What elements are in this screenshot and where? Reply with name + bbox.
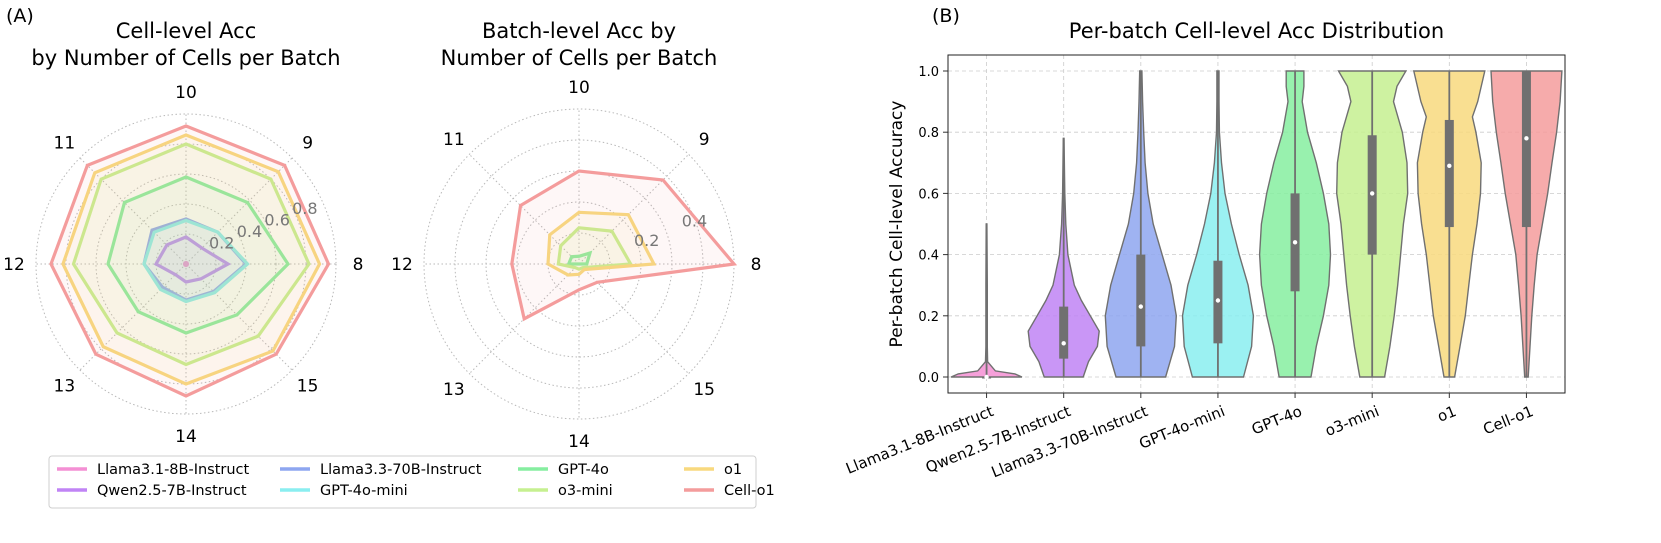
violin-median-dot bbox=[1061, 341, 1066, 346]
series-polygon bbox=[61, 133, 322, 386]
x-tick-label: o1 bbox=[1435, 402, 1459, 426]
panel-a-label: (A) bbox=[6, 5, 34, 27]
violin-iqr-box bbox=[1136, 254, 1146, 347]
y-tick-label: 0.6 bbox=[918, 187, 939, 202]
grid-ring bbox=[155, 233, 217, 295]
series-polygon bbox=[546, 210, 657, 277]
x-tick-label: Cell-o1 bbox=[1481, 402, 1536, 438]
y-axis-label: Per-batch Cell-level Accuracy bbox=[887, 101, 907, 348]
legend-label: o1 bbox=[724, 462, 742, 478]
violin-median-dot bbox=[1369, 191, 1375, 196]
spoke-line bbox=[578, 263, 689, 374]
radial-tick-label: 0.6 bbox=[264, 211, 289, 230]
legend-label: Llama3.1-8B-Instruct bbox=[97, 462, 250, 478]
series-polygon bbox=[71, 142, 311, 367]
spoke-label: 12 bbox=[391, 255, 413, 275]
spoke-label: 14 bbox=[175, 427, 197, 447]
legend-label: Qwen2.5-7B-Instruct bbox=[97, 483, 247, 499]
violin-iqr-box bbox=[1444, 119, 1454, 228]
chart-title: Cell-level Acc bbox=[116, 19, 257, 43]
spoke-label: 8 bbox=[751, 255, 762, 275]
violin-median-dot bbox=[1447, 163, 1452, 169]
spoke-label: 9 bbox=[302, 133, 313, 153]
radial-tick-label: 0.8 bbox=[292, 199, 317, 218]
chart-title: Number of Cells per Batch bbox=[441, 46, 718, 70]
y-tick-label: 0.8 bbox=[918, 126, 939, 141]
series-polygon bbox=[153, 235, 232, 284]
spoke-line bbox=[469, 154, 580, 265]
chart-title: Batch-level Acc by bbox=[482, 19, 676, 43]
spoke-label: 13 bbox=[54, 377, 76, 397]
violin-median-dot bbox=[1524, 136, 1529, 141]
spoke-line bbox=[79, 263, 187, 371]
x-tick-label: o3-mini bbox=[1322, 402, 1381, 440]
spoke-label: 15 bbox=[297, 377, 319, 397]
legend-label: Llama3.3-70B-Instruct bbox=[320, 462, 482, 478]
panel-b-label: (B) bbox=[932, 5, 960, 27]
legend-label: Cell-o1 bbox=[724, 483, 775, 499]
spoke-line bbox=[185, 263, 293, 371]
spoke-label: 13 bbox=[443, 380, 465, 400]
legend-label: GPT-4o bbox=[558, 462, 609, 478]
violin-median-dot bbox=[1215, 298, 1221, 303]
spoke-label: 14 bbox=[568, 432, 590, 452]
spoke-label: 10 bbox=[568, 78, 590, 98]
series-polygon bbox=[182, 260, 190, 268]
grid-ring bbox=[95, 173, 277, 355]
spoke-label: 11 bbox=[54, 133, 76, 153]
violin-median-dot bbox=[1138, 304, 1144, 309]
violin-median-dot bbox=[1292, 240, 1298, 245]
spoke-label: 11 bbox=[443, 130, 465, 150]
violin-per-batch-distribution: Per-batch Cell-level Acc Distribution 0.0… bbox=[843, 19, 1566, 481]
series-polygon bbox=[49, 124, 331, 398]
radar-batch-level-acc: Batch-level Acc by Number of Cells per Ba… bbox=[391, 19, 761, 452]
legend-box bbox=[48, 455, 757, 509]
chart-title: by Number of Cells per Batch bbox=[31, 46, 340, 70]
violin-median-dot bbox=[984, 374, 989, 380]
spoke-line bbox=[185, 157, 293, 265]
spoke-label: 8 bbox=[353, 255, 364, 275]
series-polygon bbox=[106, 175, 291, 335]
radial-tick-label: 0.2 bbox=[634, 231, 659, 250]
radial-tick-label: 0.4 bbox=[237, 222, 262, 241]
grid-ring bbox=[35, 113, 337, 415]
violin-iqr-box bbox=[1521, 71, 1531, 228]
spoke-label: 15 bbox=[693, 380, 715, 400]
y-tick-label: 0.2 bbox=[918, 310, 939, 325]
plot-frame bbox=[947, 54, 1566, 394]
legend-label: o3-mini bbox=[558, 483, 613, 499]
radial-tick-label: 0.2 bbox=[209, 234, 234, 253]
radar-cell-level-acc: Cell-level Acc by Number of Cells per Bat… bbox=[3, 19, 363, 447]
y-tick-label: 1.0 bbox=[918, 65, 939, 80]
y-tick-label: 0.4 bbox=[918, 249, 939, 264]
x-tick-label: GPT-4o-mini bbox=[1137, 402, 1228, 453]
legend: Llama3.1-8B-Instruct Qwen2.5-7B-Instruct L… bbox=[48, 455, 775, 509]
series-polygon bbox=[556, 226, 634, 271]
spoke-label: 9 bbox=[699, 130, 710, 150]
spoke-label: 12 bbox=[3, 255, 25, 275]
spoke-line bbox=[578, 154, 689, 265]
series-polygon bbox=[142, 218, 250, 304]
x-tick-label: GPT-4o bbox=[1249, 402, 1305, 438]
radial-tick-label: 0.4 bbox=[682, 211, 707, 230]
y-tick-label: 0.0 bbox=[918, 371, 939, 386]
series-polygon bbox=[510, 169, 738, 322]
legend-label: GPT-4o-mini bbox=[320, 483, 408, 499]
series-polygon bbox=[566, 250, 593, 266]
spoke-line bbox=[79, 157, 187, 265]
chart-title: Per-batch Cell-level Acc Distribution bbox=[1069, 19, 1444, 43]
spoke-label: 10 bbox=[175, 83, 197, 103]
violin-iqr-box bbox=[1059, 306, 1069, 359]
